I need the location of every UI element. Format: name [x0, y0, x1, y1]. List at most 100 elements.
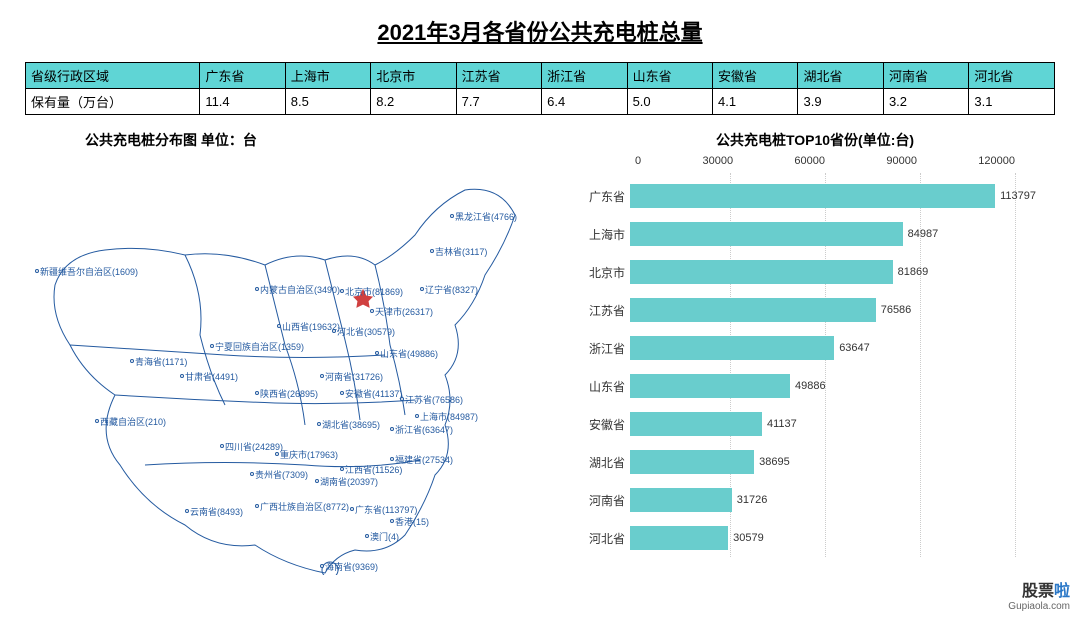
- table-header-cell: 河北省: [969, 63, 1055, 89]
- map-province-label: 湖南省(20397): [320, 475, 378, 488]
- bar-value: 63647: [834, 336, 870, 360]
- map-marker: [220, 444, 224, 448]
- bar-chart-section: 公共充电桩TOP10省份(单位:台) 030000600009000012000…: [575, 125, 1055, 575]
- bar: 76586: [630, 298, 876, 322]
- map-province-label: 贵州省(7309): [255, 468, 308, 481]
- page-title: 2021年3月各省份公共充电桩总量: [25, 15, 1055, 47]
- map-marker: [340, 391, 344, 395]
- bar-track: 84987: [630, 222, 1015, 246]
- table-value-row: 保有量（万台）11.48.58.27.76.45.04.13.93.23.1: [26, 89, 1055, 115]
- map-province-label: 澳门(4): [370, 530, 399, 543]
- map-province-label: 甘肃省(4491): [185, 370, 238, 383]
- table-value-cell: 8.2: [371, 89, 456, 115]
- bar-value: 41137: [762, 412, 797, 436]
- map-province-label: 新疆维吾尔自治区(1609): [40, 265, 138, 278]
- bar-label: 河北省: [575, 530, 630, 547]
- bar: 38695: [630, 450, 754, 474]
- map-province-label: 辽宁省(8327): [425, 283, 478, 296]
- bar-label: 广东省: [575, 188, 630, 205]
- bar-label: 安徽省: [575, 416, 630, 433]
- bar: 49886: [630, 374, 790, 398]
- table-value-cell: 3.2: [883, 89, 968, 115]
- map-marker: [420, 287, 424, 291]
- map-marker: [365, 534, 369, 538]
- map-province-label: 安徽省(41137): [345, 387, 402, 400]
- map-marker: [275, 452, 279, 456]
- map-marker: [390, 427, 394, 431]
- map-marker: [95, 419, 99, 423]
- map-province-label: 黑龙江省(4766): [455, 210, 517, 223]
- table-value-cell: 11.4: [200, 89, 285, 115]
- table-header-cell: 安徽省: [713, 63, 798, 89]
- map-marker: [35, 269, 39, 273]
- bar: 81869: [630, 260, 893, 284]
- map-province-label: 吉林省(3117): [435, 245, 487, 258]
- map-marker: [320, 564, 324, 568]
- table-header-cell: 河南省: [883, 63, 968, 89]
- map-marker: [315, 479, 319, 483]
- map-province-label: 海南省(9369): [325, 560, 378, 573]
- bar: 84987: [630, 222, 903, 246]
- map-marker: [130, 359, 134, 363]
- map-province-label: 重庆市(17963): [280, 448, 338, 461]
- table-value-cell: 8.5: [285, 89, 370, 115]
- bar-label: 上海市: [575, 226, 630, 243]
- bar-row: 安徽省 41137: [575, 405, 1055, 443]
- bar-track: 41137: [630, 412, 1015, 436]
- bar-row: 河南省31726: [575, 481, 1055, 519]
- map-province-label: 福建省(27534): [395, 453, 453, 466]
- bar-chart-title: 公共充电桩TOP10省份(单位:台): [575, 125, 1055, 155]
- x-tick-label: 0: [635, 155, 641, 167]
- map-marker: [350, 507, 354, 511]
- bar-value: 31726: [732, 488, 768, 512]
- table-header-cell: 浙江省: [542, 63, 627, 89]
- map-province-label: 四川省(24289): [225, 440, 283, 453]
- map-marker: [400, 397, 404, 401]
- map-marker: [390, 519, 394, 523]
- map-marker: [340, 289, 344, 293]
- map-province-label: 上海市(84987): [420, 410, 478, 423]
- map-marker: [185, 509, 189, 513]
- table-header-row: 省级行政区域广东省上海市北京市江苏省浙江省山东省安徽省湖北省河南省河北省: [26, 63, 1055, 89]
- x-tick-label: 30000: [702, 155, 733, 167]
- map-marker: [210, 344, 214, 348]
- bar-value: 76586: [876, 298, 912, 322]
- bar: 63647: [630, 336, 834, 360]
- bar-row: 江苏省76586: [575, 291, 1055, 329]
- bar-row: 湖北省38695: [575, 443, 1055, 481]
- bar-track: 49886: [630, 374, 1015, 398]
- bar-value: 81869: [893, 260, 929, 284]
- bar-value: 30579: [728, 526, 764, 550]
- map-province-label: 青海省(1171): [135, 355, 187, 368]
- bar: 31726: [630, 488, 732, 512]
- map-province-label: 北京市(81869): [345, 285, 403, 298]
- bar-value: 84987: [903, 222, 939, 246]
- map-province-label: 浙江省(63647): [395, 423, 453, 436]
- map-province-label: 山东省(49886): [380, 347, 438, 360]
- x-tick-label: 90000: [886, 155, 917, 167]
- table-value-cell: 3.1: [969, 89, 1055, 115]
- map-marker: [180, 374, 184, 378]
- map-province-label: 西藏自治区(210): [100, 415, 166, 428]
- table-value-cell: 5.0: [627, 89, 712, 115]
- bar-chart: 0300006000090000120000 广东省113797上海市84987…: [575, 155, 1055, 557]
- table-header-cell: 江苏省: [456, 63, 541, 89]
- bar-value: 113797: [995, 184, 1036, 208]
- bar-track: 30579: [630, 526, 1015, 550]
- x-axis: 0300006000090000120000: [635, 155, 1015, 167]
- map-container: 黑龙江省(4766)吉林省(3117)新疆维吾尔自治区(1609)内蒙古自治区(…: [25, 155, 565, 575]
- bar-row: 浙江省63647: [575, 329, 1055, 367]
- table-value-label: 保有量（万台）: [26, 89, 200, 115]
- map-marker: [340, 467, 344, 471]
- bar-track: 76586: [630, 298, 1015, 322]
- map-marker: [250, 472, 254, 476]
- map-marker: [415, 414, 419, 418]
- table-header-cell: 湖北省: [798, 63, 883, 89]
- map-province-label: 天津市(26317): [375, 305, 433, 318]
- bar-value: 38695: [754, 450, 790, 474]
- table-value-cell: 6.4: [542, 89, 627, 115]
- bar-label: 河南省: [575, 492, 630, 509]
- table-header-cell: 广东省: [200, 63, 285, 89]
- bar-track: 113797: [630, 184, 1015, 208]
- table-value-cell: 7.7: [456, 89, 541, 115]
